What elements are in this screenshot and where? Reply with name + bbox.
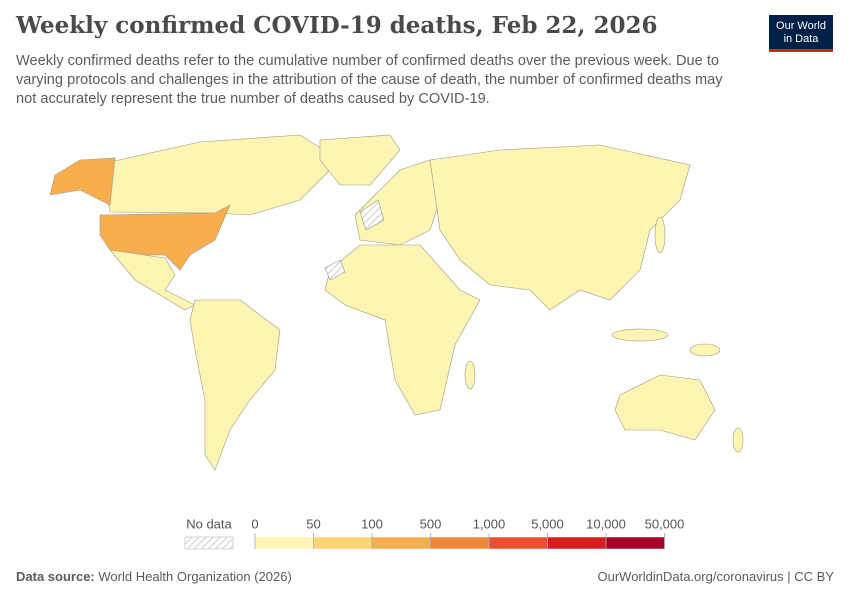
canada bbox=[104, 134, 341, 216]
logo[interactable]: Our World in Data bbox=[769, 15, 833, 52]
alaska bbox=[49, 157, 116, 206]
no-data-label: No data bbox=[186, 516, 232, 531]
australia bbox=[614, 374, 716, 441]
footer-link[interactable]: OurWorldinData.org/coronavirus | CC BY bbox=[597, 569, 834, 584]
legend-label: 500 bbox=[420, 516, 442, 531]
legend-label: 100 bbox=[361, 516, 383, 531]
indonesia bbox=[611, 328, 669, 342]
legend-swatch bbox=[254, 536, 314, 550]
new-zealand bbox=[732, 427, 744, 453]
subtitle: Weekly confirmed deaths refer to the cum… bbox=[16, 53, 723, 107]
source-label: Data source: bbox=[16, 569, 95, 584]
legend-label: 50 bbox=[306, 516, 320, 531]
legend-label: 0 bbox=[251, 516, 258, 531]
logo-line: in Data bbox=[783, 33, 819, 45]
africa bbox=[324, 244, 481, 416]
legend-label: 50,000 bbox=[645, 516, 685, 531]
logo-line: Our World bbox=[776, 20, 826, 32]
countries bbox=[49, 134, 744, 471]
title: Weekly confirmed COVID-19 deaths, Feb 22… bbox=[16, 12, 658, 39]
legend-swatch bbox=[488, 536, 548, 550]
source: World Health Organization (2026) bbox=[98, 569, 292, 584]
greenland bbox=[319, 134, 401, 186]
legend-swatch bbox=[371, 536, 431, 550]
new-guinea bbox=[689, 343, 721, 357]
legend-swatch bbox=[313, 536, 373, 550]
legend-swatch bbox=[605, 536, 665, 550]
legend-label: 1,000 bbox=[473, 516, 506, 531]
legend-swatch bbox=[430, 536, 490, 550]
no-data-region bbox=[359, 199, 385, 231]
no-data-swatch bbox=[184, 536, 234, 550]
footer-source: Data source: World Health Organization (… bbox=[16, 569, 292, 584]
legend-swatch bbox=[547, 536, 607, 550]
japan bbox=[654, 216, 666, 254]
madagascar bbox=[464, 360, 476, 390]
legend-label: 10,000 bbox=[586, 516, 626, 531]
asia bbox=[429, 144, 691, 311]
south-america bbox=[189, 299, 281, 471]
legend-label: 5,000 bbox=[531, 516, 564, 531]
no-data-region bbox=[324, 259, 346, 281]
